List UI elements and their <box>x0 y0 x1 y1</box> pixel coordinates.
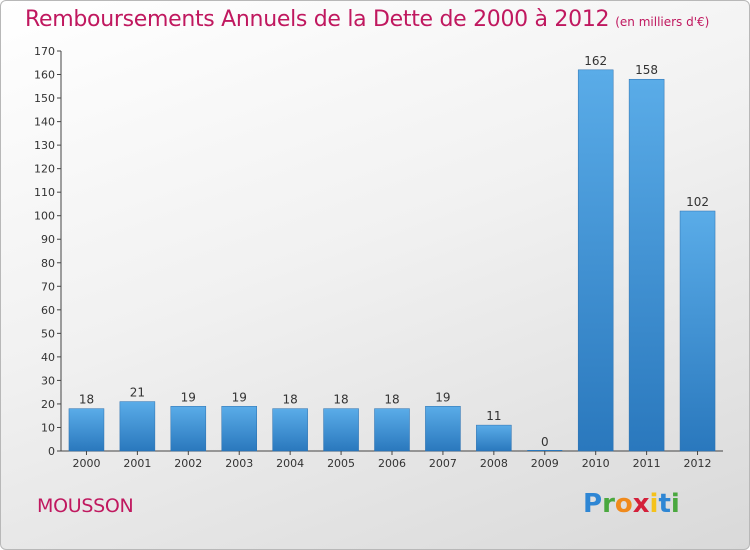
logo-letter: o <box>614 489 633 519</box>
x-tick-label: 2011 <box>633 457 661 470</box>
y-tick-label: 150 <box>34 92 55 105</box>
y-tick-label: 130 <box>34 139 55 152</box>
y-tick-label: 10 <box>41 421 55 434</box>
bar <box>679 210 716 452</box>
commune-name: MOUSSON <box>37 495 134 517</box>
y-tick-label: 120 <box>34 163 55 176</box>
bar-value-label: 18 <box>283 393 298 407</box>
x-tick-label: 2007 <box>429 457 457 470</box>
bar <box>476 424 512 452</box>
bar <box>374 408 410 452</box>
x-tick-label: 2000 <box>72 457 100 470</box>
x-tick-label: 2001 <box>123 457 151 470</box>
logo-letter: i <box>649 489 659 519</box>
bar-value-label: 18 <box>79 393 94 407</box>
y-tick-label: 20 <box>41 398 55 411</box>
bar <box>628 78 665 452</box>
bar <box>323 408 359 452</box>
bar-value-label: 0 <box>541 435 549 449</box>
bar-value-label: 18 <box>333 393 348 407</box>
proxiti-logo: Proxiti <box>583 489 680 519</box>
x-tick-label: 2006 <box>378 457 406 470</box>
x-tick-label: 2012 <box>684 457 712 470</box>
bar <box>221 406 257 452</box>
bar-value-label: 19 <box>181 390 196 404</box>
logo-letter: x <box>632 489 650 519</box>
bar <box>272 408 308 452</box>
chart-title-main: Remboursements Annuels de la Dette de 20… <box>25 7 610 32</box>
y-tick-label: 80 <box>41 257 55 270</box>
y-tick-label: 110 <box>34 186 55 199</box>
x-tick-label: 2003 <box>225 457 253 470</box>
y-tick-label: 160 <box>34 69 55 82</box>
y-tick-label: 60 <box>41 304 55 317</box>
logo-letter: t <box>658 489 671 519</box>
y-tick-label: 0 <box>48 445 55 458</box>
bar-value-label: 102 <box>686 195 709 209</box>
logo-letter: P <box>583 489 603 519</box>
y-tick-label: 100 <box>34 210 55 223</box>
bar-value-label: 11 <box>486 409 501 423</box>
y-tick-label: 30 <box>41 374 55 387</box>
bar-value-label: 18 <box>384 393 399 407</box>
bar-value-label: 19 <box>435 390 450 404</box>
y-tick-label: 90 <box>41 233 55 246</box>
bar <box>577 69 614 452</box>
x-tick-label: 2005 <box>327 457 355 470</box>
x-tick-label: 2004 <box>276 457 304 470</box>
x-tick-label: 2010 <box>582 457 610 470</box>
bar <box>170 406 207 452</box>
y-tick-label: 40 <box>41 351 55 364</box>
bar <box>119 401 156 452</box>
x-tick-label: 2002 <box>174 457 202 470</box>
y-tick-label: 70 <box>41 280 55 293</box>
x-tick-label: 2009 <box>531 457 559 470</box>
bar <box>527 450 563 451</box>
bar-value-label: 19 <box>232 390 247 404</box>
logo-letter: r <box>602 489 615 519</box>
x-tick-label: 2008 <box>480 457 508 470</box>
y-tick-label: 50 <box>41 327 55 340</box>
chart-unit-note: (en milliers d'€) <box>615 15 710 29</box>
y-tick-label: 140 <box>34 116 55 129</box>
bar-value-label: 162 <box>584 54 607 68</box>
chart-title: Remboursements Annuels de la Dette de 20… <box>25 7 709 32</box>
bar <box>68 408 105 452</box>
bar-value-label: 158 <box>635 63 658 77</box>
y-tick-label: 170 <box>34 45 55 58</box>
bar <box>425 406 461 452</box>
bar-value-label: 21 <box>130 386 145 400</box>
logo-letter: i <box>670 489 680 519</box>
